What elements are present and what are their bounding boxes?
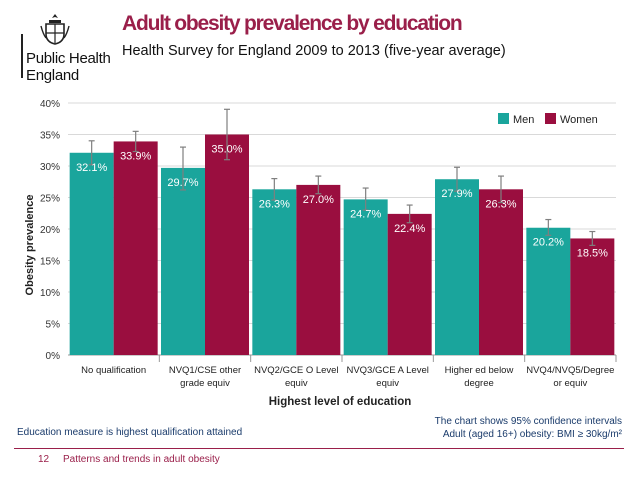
x-category-label-line: NVQ1/CSE other bbox=[169, 365, 241, 376]
legend-swatch-men bbox=[498, 113, 509, 124]
bar-men bbox=[161, 167, 205, 355]
ci-note-line1: The chart shows 95% confidence intervals bbox=[434, 416, 622, 427]
bars: 32.1% 33.9% 29.7% 35.0% 26.3% 27.0% 24.7% 22.4%… bbox=[69, 108, 615, 355]
bar-women bbox=[387, 213, 432, 355]
education-measure-note: Education measure is highest qualificati… bbox=[17, 427, 243, 438]
legend-label-women: Women bbox=[560, 114, 598, 126]
y-axis-label: Obesity prevalence bbox=[24, 195, 36, 296]
y-axis-ticks: 0% 5% 10% 15% 20% 25% 30% 35% 40% bbox=[40, 99, 60, 362]
x-category-label-line: equiv bbox=[376, 378, 399, 389]
y-tick-label: 0% bbox=[46, 351, 61, 362]
page-title: Adult obesity prevalence by education bbox=[122, 12, 463, 35]
x-category-label-line: Higher ed below bbox=[445, 365, 514, 376]
legend-swatch-women bbox=[545, 113, 556, 124]
x-category-label-line: or equiv bbox=[553, 378, 587, 389]
x-category-label: NVQ1/CSE other grade equiv bbox=[169, 365, 241, 389]
data-label-men: 29.7% bbox=[167, 177, 198, 189]
x-category-label-line: grade equiv bbox=[180, 378, 230, 389]
data-label-men: 27.9% bbox=[441, 188, 472, 200]
logo-text-line2: England bbox=[26, 67, 79, 84]
bar-men bbox=[435, 179, 479, 355]
bar-women bbox=[205, 134, 249, 355]
x-category-label: No qualification bbox=[81, 365, 146, 376]
y-tick-label: 15% bbox=[40, 257, 60, 268]
data-label-men: 32.1% bbox=[76, 162, 107, 174]
ci-note-line2: Adult (aged 16+) obesity: BMI ≥ 30kg/m² bbox=[442, 429, 622, 440]
bar-men bbox=[526, 227, 571, 355]
x-category-label-line: NVQ4/NVQ5/Degree bbox=[526, 365, 614, 376]
data-label-women: 26.3% bbox=[485, 198, 516, 210]
data-label-women: 22.4% bbox=[394, 223, 425, 235]
bar-women bbox=[570, 238, 615, 355]
bar-women bbox=[296, 184, 341, 355]
bar-women bbox=[479, 189, 523, 355]
y-tick-label: 40% bbox=[40, 99, 60, 110]
x-axis-categories: No qualification NVQ1/CSE other grade equi… bbox=[81, 365, 614, 389]
data-label-men: 20.2% bbox=[533, 237, 564, 249]
footer-text: Patterns and trends in adult obesity bbox=[63, 454, 220, 465]
x-axis-label: Highest level of education bbox=[269, 396, 412, 408]
x-category-label-line: NVQ2/GCE O Level bbox=[254, 365, 338, 376]
x-category-label-line: equiv bbox=[285, 378, 308, 389]
x-category-label-line: No qualification bbox=[81, 365, 146, 376]
y-tick-label: 25% bbox=[40, 194, 60, 205]
bar-women bbox=[113, 141, 158, 355]
page-number: 12 bbox=[38, 454, 50, 465]
y-tick-label: 35% bbox=[40, 131, 60, 142]
x-category-label: NVQ2/GCE O Level equiv bbox=[254, 365, 338, 389]
legend-label-men: Men bbox=[513, 114, 534, 126]
gridlines bbox=[68, 102, 617, 362]
obesity-bar-chart: 0% 5% 10% 15% 20% 25% 30% 35% 40% 32.1% 33.9% 29.7… bbox=[24, 99, 617, 408]
y-tick-label: 10% bbox=[40, 288, 60, 299]
x-category-label-line: NVQ3/GCE A Level bbox=[346, 365, 428, 376]
x-category-label: NVQ3/GCE A Level equiv bbox=[346, 365, 428, 389]
x-category-label: Higher ed below degree bbox=[445, 365, 514, 389]
y-tick-label: 30% bbox=[40, 162, 60, 173]
footer-bar: 12 Patterns and trends in adult obesity bbox=[0, 448, 638, 479]
data-label-men: 26.3% bbox=[259, 198, 290, 210]
footer-rule bbox=[14, 448, 624, 449]
ci-note: The chart shows 95% confidence intervals… bbox=[435, 415, 622, 441]
data-label-women: 27.0% bbox=[303, 194, 334, 206]
data-label-women: 33.9% bbox=[120, 150, 151, 162]
royal-crest-icon bbox=[40, 14, 70, 45]
bar-men bbox=[69, 152, 114, 355]
phe-logo: Public Health England bbox=[14, 12, 114, 84]
data-label-men: 24.7% bbox=[350, 208, 381, 220]
bar-men bbox=[252, 189, 297, 355]
logo-bar bbox=[21, 34, 23, 78]
page-subtitle: Health Survey for England 2009 to 2013 (… bbox=[122, 43, 506, 59]
x-category-label: NVQ4/NVQ5/Degree or equiv bbox=[526, 365, 614, 389]
legend: Men Women bbox=[498, 113, 598, 126]
data-label-women: 35.0% bbox=[211, 144, 242, 156]
y-tick-label: 5% bbox=[46, 320, 61, 331]
bar-men bbox=[343, 199, 388, 355]
data-label-women: 18.5% bbox=[577, 247, 608, 259]
x-category-label-line: degree bbox=[464, 378, 494, 389]
y-tick-label: 20% bbox=[40, 225, 60, 236]
logo-text-line1: Public Health bbox=[26, 50, 111, 67]
